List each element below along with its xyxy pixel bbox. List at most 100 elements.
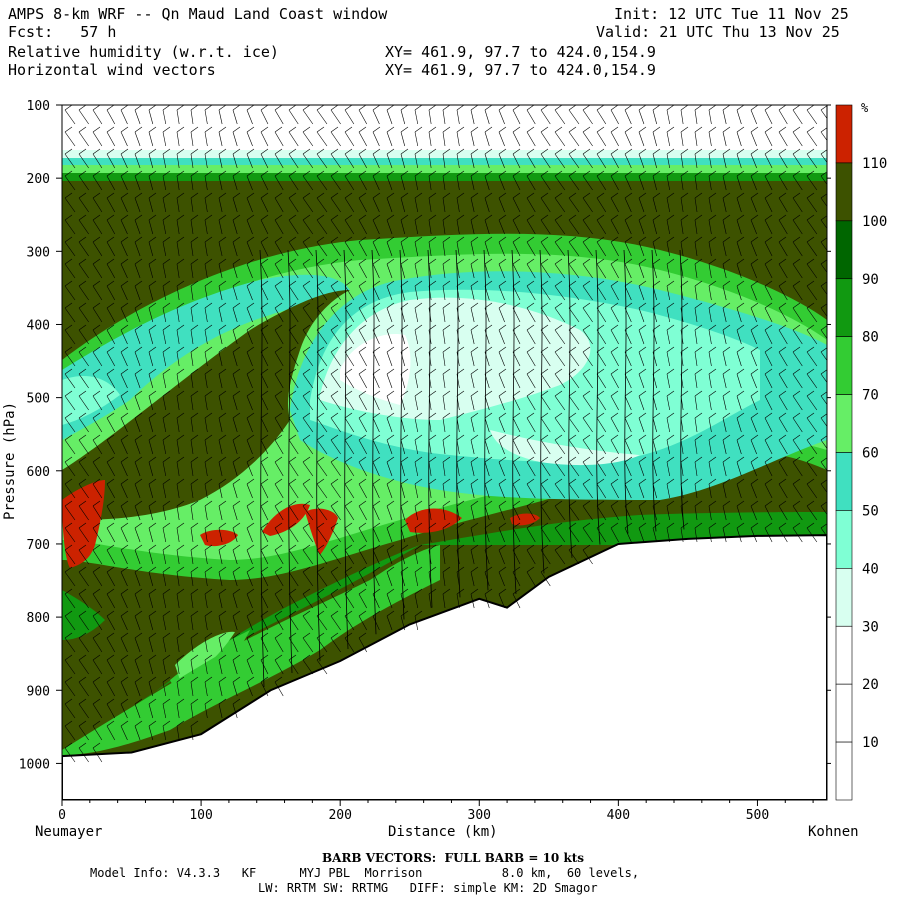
wind-barb-flag xyxy=(680,236,689,243)
wind-barb-shaft xyxy=(274,219,284,235)
wind-barb-flag xyxy=(666,390,675,397)
wind-barb-shaft xyxy=(274,659,284,675)
wind-barb-shaft xyxy=(190,681,194,697)
wind-barb-flag xyxy=(400,105,409,111)
wind-barb-flag xyxy=(78,742,87,749)
wind-barb-flag xyxy=(428,148,437,155)
wind-barb-shaft xyxy=(386,527,393,543)
wind-barb-flag xyxy=(386,258,395,265)
wind-barb-flag xyxy=(358,588,367,595)
wind-barb-flag xyxy=(624,258,633,265)
wind-barb-shaft xyxy=(708,241,712,257)
wind-barb-shaft xyxy=(246,461,253,477)
wind-barb-flag xyxy=(736,522,745,529)
wind-barb-flag xyxy=(778,105,787,111)
wind-barb-shaft xyxy=(428,131,432,147)
wind-barb-shaft xyxy=(120,439,128,455)
wind-barb-flag xyxy=(414,170,423,177)
wind-barb-shaft xyxy=(792,461,803,477)
wind-barb-shaft xyxy=(820,329,827,339)
wind-barb-shaft xyxy=(344,615,355,631)
wind-barb-shaft xyxy=(218,285,223,301)
wind-barb-shaft xyxy=(302,219,314,235)
wind-barb-shaft xyxy=(428,241,432,257)
wind-barb-shaft xyxy=(316,197,328,213)
wind-barb-flag xyxy=(610,324,619,331)
wind-barb-shaft xyxy=(512,219,521,235)
wind-barb-flag xyxy=(540,566,549,573)
wind-barb-shaft xyxy=(92,659,103,675)
wind-barb-shaft xyxy=(680,175,684,191)
wind-barb-shaft xyxy=(162,307,167,323)
wind-barb-flag xyxy=(330,566,339,573)
wind-barb-shaft xyxy=(386,351,393,367)
wind-barb-shaft xyxy=(190,373,194,389)
wind-barb-shaft xyxy=(652,241,657,257)
wind-barb-flag xyxy=(708,390,717,397)
wind-barb-shaft xyxy=(106,461,116,477)
wind-barb-flag xyxy=(288,148,297,155)
wind-barb-shaft xyxy=(666,329,671,345)
wind-barb-flag xyxy=(288,566,297,573)
wind-barb-shaft xyxy=(288,131,299,147)
wind-barb-flag xyxy=(246,610,255,617)
wind-barb-flag xyxy=(190,522,199,529)
wind-barb-shaft xyxy=(428,593,432,609)
wind-barb-flag xyxy=(358,478,367,485)
wind-barb-shaft xyxy=(680,263,684,279)
wind-barb-flag xyxy=(218,544,227,551)
wind-barb-flag xyxy=(148,654,157,661)
wind-barb-flag xyxy=(78,324,87,331)
wind-barb-shaft xyxy=(176,637,180,653)
wind-barb-shaft xyxy=(92,483,103,499)
wind-barb-shaft xyxy=(246,483,253,499)
wind-barb-column xyxy=(371,249,377,635)
wind-barb-shaft xyxy=(302,109,314,125)
wind-barb-shaft xyxy=(554,483,566,499)
wind-barb-flag xyxy=(386,434,395,441)
wind-barb-flag xyxy=(568,544,577,551)
wind-barb-flag xyxy=(806,346,815,353)
wind-barb-shaft xyxy=(316,505,328,521)
wind-barb-shaft xyxy=(736,417,742,433)
wind-barb-flag xyxy=(498,566,507,573)
wind-barb-flag xyxy=(400,192,409,199)
wind-barb-shaft xyxy=(582,461,593,477)
wind-barb-flag xyxy=(764,192,773,199)
wind-barb-flag xyxy=(736,258,745,265)
wind-barb-shaft xyxy=(568,329,580,345)
wind-barb-flag xyxy=(218,368,227,375)
wind-barb-flag xyxy=(624,412,633,419)
wind-barb-flag xyxy=(806,456,815,463)
wind-barb-shaft xyxy=(218,461,223,477)
wind-barb-shaft xyxy=(134,615,141,631)
wind-barb-shaft xyxy=(484,175,490,191)
wind-barb-flag xyxy=(78,500,87,507)
wind-barb-shaft xyxy=(148,131,154,147)
wind-barb-flag xyxy=(218,698,227,705)
wind-barb-flag xyxy=(190,588,199,595)
wind-barb-flag xyxy=(484,258,493,265)
wind-barb-flag xyxy=(652,258,661,265)
wind-barb-shaft xyxy=(652,109,657,125)
wind-barb-flag xyxy=(372,500,381,507)
wind-barb-shaft xyxy=(288,527,299,543)
wind-barb-flag xyxy=(134,610,143,617)
wind-barb-shaft xyxy=(232,483,238,499)
wind-barb-flag xyxy=(540,192,549,199)
wind-barb-shaft xyxy=(582,109,593,125)
wind-barb-flag xyxy=(386,456,395,463)
wind-barb-shaft xyxy=(288,395,299,411)
wind-barb-flag xyxy=(64,324,73,331)
wind-barb-flag xyxy=(302,170,311,177)
wind-barb-flag xyxy=(120,148,129,155)
wind-barb-flag xyxy=(736,302,745,309)
wind-barb-flag xyxy=(246,456,255,463)
wind-barb-shaft xyxy=(246,351,253,367)
wind-barb-shaft xyxy=(372,131,380,147)
wind-barb-flag xyxy=(120,676,129,683)
wind-barb-shaft xyxy=(792,153,803,169)
wind-barb-flag xyxy=(92,280,101,287)
wind-barb-shaft xyxy=(190,307,194,323)
wind-barb-flag xyxy=(526,544,535,551)
